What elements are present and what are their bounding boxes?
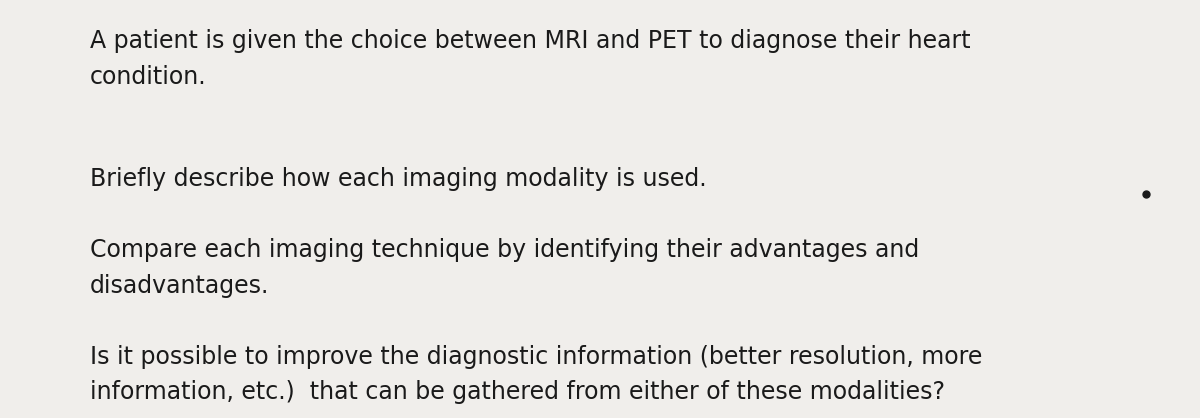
Text: A patient is given the choice between MRI and PET to diagnose their heart
condit: A patient is given the choice between MR… — [90, 29, 971, 89]
Text: Compare each imaging technique by identifying their advantages and
disadvantages: Compare each imaging technique by identi… — [90, 238, 919, 298]
Text: Briefly describe how each imaging modality is used.: Briefly describe how each imaging modali… — [90, 167, 707, 191]
Text: Is it possible to improve the diagnostic information (better resolution, more
in: Is it possible to improve the diagnostic… — [90, 345, 983, 404]
